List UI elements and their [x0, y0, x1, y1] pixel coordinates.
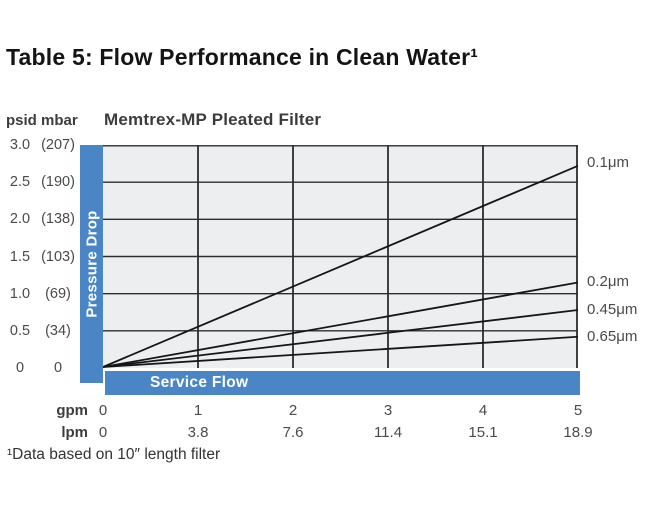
x-tick-gpm: 5 [573, 402, 583, 419]
y-tick-mbar: (34) [45, 323, 71, 339]
y-tick-mbar: (69) [45, 286, 71, 302]
y-tick-psid: 1.5 [9, 249, 31, 265]
y-tick-mbar: (207) [41, 137, 75, 153]
y-tick-mbar: (190) [41, 174, 75, 190]
series-label-0.45um: 0.45μm [587, 301, 638, 318]
x-tick-lpm: 3.8 [187, 424, 209, 441]
y-axis-label: Pressure Drop [83, 210, 100, 318]
x-row-label-gpm: gpm [56, 402, 88, 419]
chart-title: Memtrex-MP Pleated Filter [104, 110, 322, 129]
y-tick-mbar: (138) [41, 211, 75, 227]
x-tick-gpm: 0 [98, 402, 108, 419]
x-axis-label: Service Flow [150, 374, 249, 391]
y-tick-psid: 1.0 [9, 286, 31, 302]
x-tick-lpm: 15.1 [468, 424, 498, 441]
x-tick-lpm: 11.4 [373, 424, 403, 441]
series-label-0.2um: 0.2μm [587, 273, 629, 290]
y-tick-mbar: 0 [53, 360, 63, 376]
x-tick-gpm: 1 [193, 402, 203, 419]
x-tick-lpm: 0 [98, 424, 108, 441]
service-flow-axis-bar: Service Flow [105, 371, 580, 395]
x-row-label-lpm: lpm [61, 424, 88, 441]
x-tick-lpm: 7.6 [282, 424, 304, 441]
x-tick-gpm: 4 [478, 402, 488, 419]
footnote: ¹Data based on 10″ length filter [7, 446, 221, 463]
x-tick-lpm: 18.9 [563, 424, 593, 441]
y-tick-mbar: (103) [41, 249, 75, 265]
y-tick-psid: 0 [15, 360, 25, 376]
y-tick-psid: 2.0 [9, 211, 31, 227]
y-tick-psid: 3.0 [9, 137, 31, 153]
y-axis-units-header: psid mbar [6, 112, 78, 129]
series-label-0.65um: 0.65μm [587, 328, 638, 345]
y-tick-psid: 2.5 [9, 174, 31, 190]
plot-svg [103, 145, 578, 368]
series-label-0.1um: 0.1μm [587, 154, 629, 171]
plot-area [103, 145, 578, 368]
y-tick-psid: 0.5 [9, 323, 31, 339]
pressure-drop-axis-bar: Pressure Drop [80, 145, 103, 383]
x-tick-gpm: 2 [288, 402, 298, 419]
x-tick-gpm: 3 [383, 402, 393, 419]
figure-title: Table 5: Flow Performance in Clean Water… [6, 44, 479, 70]
